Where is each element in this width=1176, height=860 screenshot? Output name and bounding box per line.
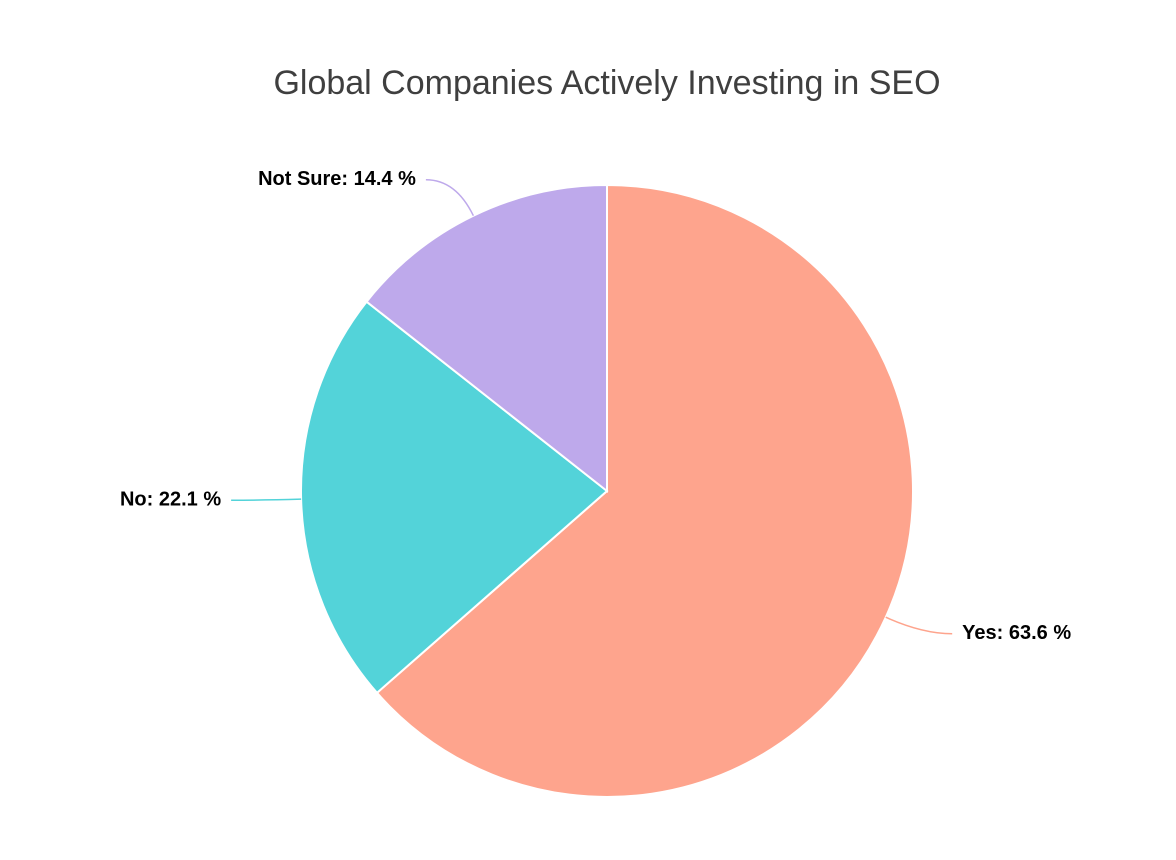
data-label: No: 22.1 % <box>120 489 221 511</box>
data-label: Yes: 63.6 % <box>962 622 1071 644</box>
chart-title: Global Companies Actively Investing in S… <box>273 64 940 102</box>
leader-line <box>231 498 302 501</box>
data-label: Not Sure: 14.4 % <box>258 168 416 190</box>
leader-line <box>425 178 475 217</box>
pie-slice <box>365 183 608 494</box>
pie-slice <box>300 300 609 695</box>
leader-line <box>885 616 953 635</box>
